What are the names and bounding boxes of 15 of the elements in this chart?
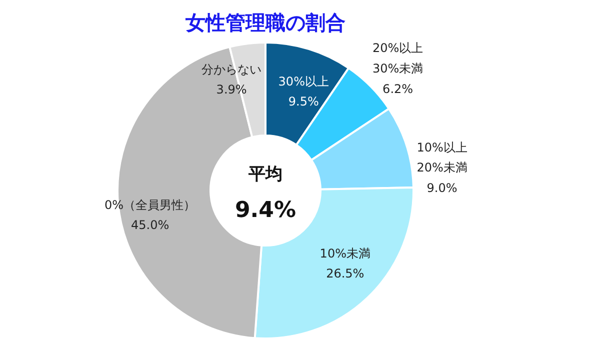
- text: 平均: [248, 164, 282, 184]
- data-label: 6.2%: [382, 82, 414, 96]
- slice-label: 0%（全員男性）: [104, 198, 196, 212]
- data-label: 9.0%: [426, 181, 458, 196]
- data-label: 45.0%: [130, 218, 170, 232]
- slice-label: 10%未満: [320, 246, 370, 260]
- data-label: 3.9%: [216, 82, 247, 97]
- text: 9.4%: [234, 198, 296, 223]
- chart-title: 女性管理職の割合: [184, 10, 346, 34]
- slice-label: 30%以上: [278, 74, 329, 88]
- slice-label: 分からない: [202, 62, 262, 76]
- data-label: 26.5%: [326, 266, 364, 281]
- slice-label: 10%以上20%未満: [416, 140, 468, 175]
- slice-label: 20%以上30%未満: [372, 41, 424, 76]
- data-label: 9.5%: [288, 94, 319, 109]
